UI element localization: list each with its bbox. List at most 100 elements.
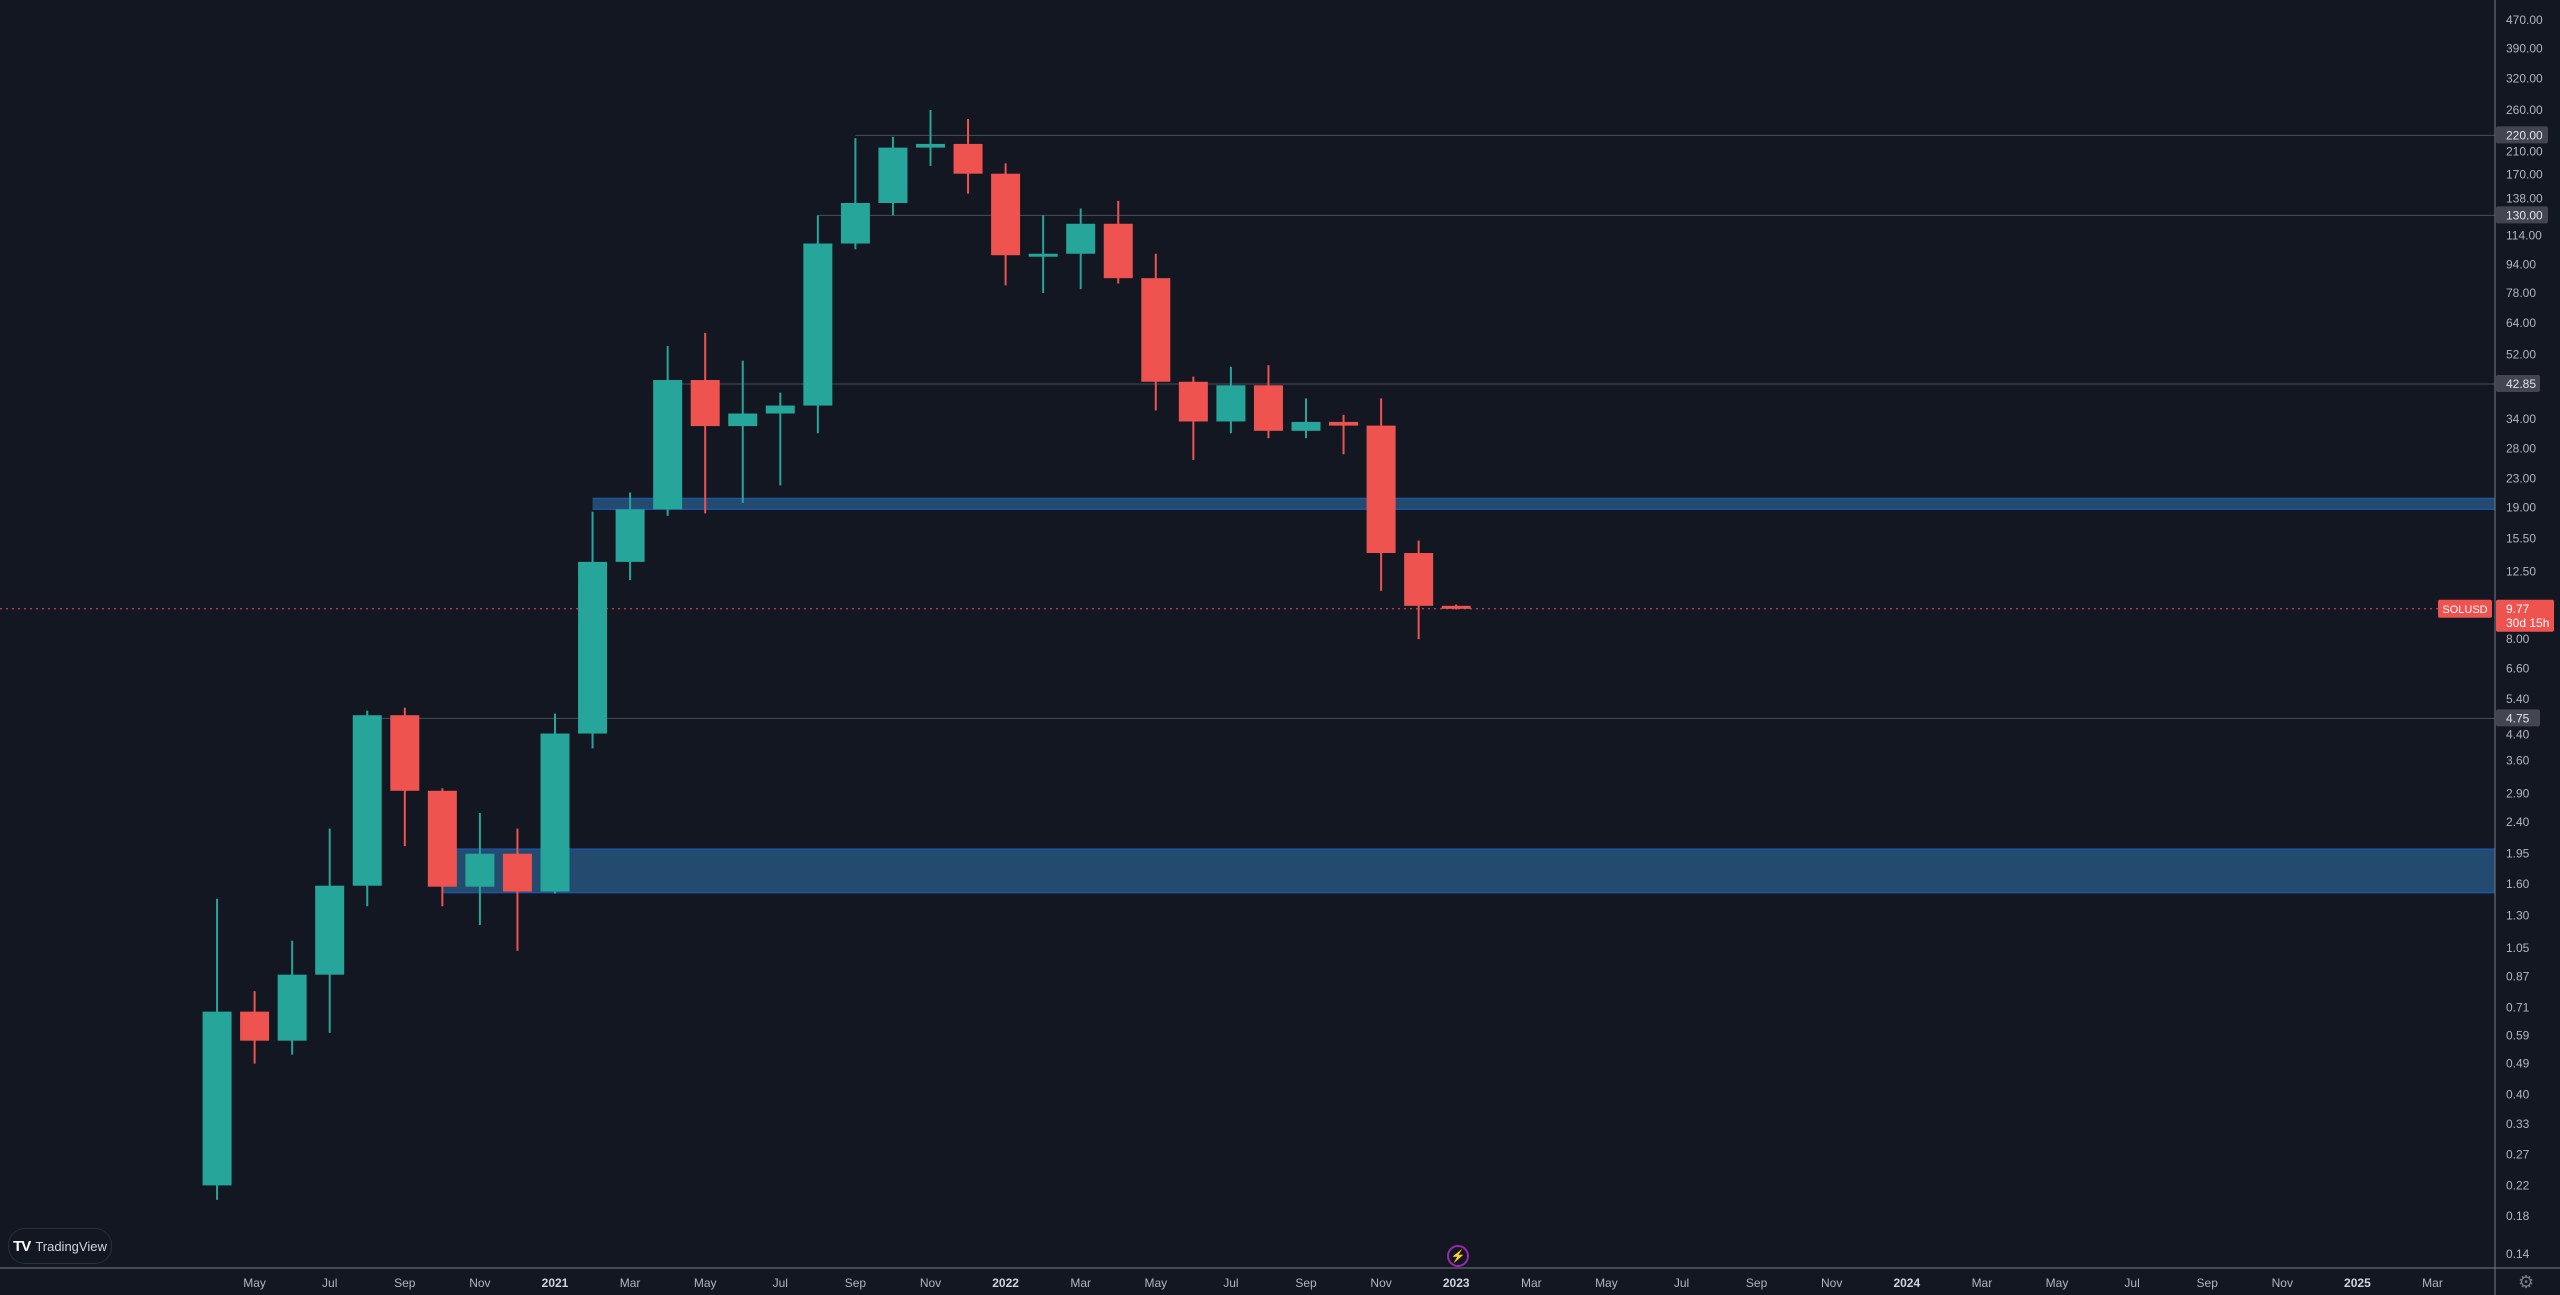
time-tick-label: Sep — [845, 1276, 867, 1290]
price-tick-label: 94.00 — [2506, 258, 2536, 272]
price-tick-label: 23.00 — [2506, 472, 2536, 486]
last-price-label: 9.77 — [2506, 602, 2530, 616]
price-tick-label: 2.40 — [2506, 815, 2530, 829]
price-tick-label: 19.00 — [2506, 501, 2536, 515]
price-tick-label: 12.50 — [2506, 564, 2536, 578]
candle-body — [991, 173, 1021, 256]
candle-body — [1178, 381, 1208, 422]
time-tick-label: 2025 — [2344, 1276, 2371, 1290]
time-tick-label: Mar — [620, 1276, 641, 1290]
logo-text: TradingView — [35, 1238, 107, 1254]
lightning-icon[interactable]: ⚡ — [1447, 1245, 1469, 1267]
time-tick-label: Jul — [1223, 1276, 1238, 1290]
bar-countdown-label: 30d 15h — [2506, 616, 2549, 630]
candle-body — [615, 509, 645, 562]
candle-body — [540, 733, 570, 892]
time-tick-label: Jul — [1674, 1276, 1689, 1290]
price-tick-label: 320.00 — [2506, 71, 2543, 85]
candle-body — [1441, 605, 1471, 609]
price-tick-label: 0.87 — [2506, 969, 2530, 983]
price-tick-label: 2.90 — [2506, 786, 2530, 800]
time-tick-label: Nov — [469, 1276, 490, 1290]
time-tick-label: 2022 — [992, 1276, 1019, 1290]
candle-body — [1141, 278, 1171, 382]
candle-body — [1366, 425, 1396, 554]
level-price-label: 4.75 — [2506, 711, 2530, 725]
time-tick-label: May — [1144, 1276, 1167, 1290]
price-tick-label: 0.49 — [2506, 1057, 2530, 1071]
time-tick-label: Jul — [2124, 1276, 2139, 1290]
price-tick-label: 5.40 — [2506, 692, 2530, 706]
price-tick-label: 0.33 — [2506, 1117, 2530, 1131]
time-tick-label: Sep — [1746, 1276, 1768, 1290]
level-price-label: 130.00 — [2506, 208, 2543, 222]
candle-body — [1103, 223, 1133, 279]
price-tick-label: 170.00 — [2506, 168, 2543, 182]
candle-body — [202, 1011, 232, 1186]
time-tick-label: Mar — [1972, 1276, 1993, 1290]
support-zone — [442, 849, 2495, 893]
price-tick-label: 64.00 — [2506, 316, 2536, 330]
last-price-badge — [2496, 599, 2554, 632]
price-tick-label: 1.30 — [2506, 908, 2530, 922]
candle-body — [1404, 553, 1434, 606]
time-tick-label: Sep — [394, 1276, 416, 1290]
candle-body — [240, 1011, 270, 1041]
price-tick-label: 114.00 — [2506, 228, 2542, 242]
time-tick-label: Mar — [2422, 1276, 2443, 1290]
level-price-badge — [2496, 206, 2548, 224]
time-axis — [0, 1268, 2495, 1295]
time-tick-label: Sep — [2197, 1276, 2219, 1290]
level-price-badge — [2496, 709, 2540, 727]
time-tick-label: 2021 — [542, 1276, 569, 1290]
candle-body — [653, 380, 683, 510]
price-tick-label: 470.00 — [2506, 13, 2543, 27]
candle-body — [390, 715, 420, 791]
time-tick-label: Nov — [1821, 1276, 1842, 1290]
time-tick-label: May — [2046, 1276, 2069, 1290]
price-tick-label: 0.22 — [2506, 1178, 2530, 1192]
price-tick-label: 0.59 — [2506, 1028, 2530, 1042]
candle-body — [953, 143, 983, 174]
candle-body — [1066, 223, 1096, 254]
price-tick-label: 1.95 — [2506, 847, 2530, 861]
time-tick-label: May — [694, 1276, 717, 1290]
candle-body — [578, 561, 608, 734]
candle-body — [277, 974, 307, 1041]
price-tick-label: 15.50 — [2506, 532, 2536, 546]
price-tick-label: 28.00 — [2506, 442, 2536, 456]
candle-body — [315, 885, 345, 975]
price-tick-label: 78.00 — [2506, 286, 2536, 300]
price-tick-label: 1.05 — [2506, 941, 2530, 955]
time-tick-label: Jul — [773, 1276, 788, 1290]
candle-body — [765, 405, 795, 414]
candle-body — [878, 147, 908, 204]
time-tick-label: Nov — [920, 1276, 941, 1290]
price-tick-label: 4.40 — [2506, 727, 2530, 741]
price-tick-label: 0.40 — [2506, 1088, 2530, 1102]
candle-body — [916, 143, 945, 148]
candle-body — [1028, 253, 1058, 257]
symbol-badge — [2438, 599, 2492, 618]
price-tick-label: 260.00 — [2506, 103, 2543, 117]
symbol-label: SOLUSD — [2442, 604, 2487, 616]
tradingview-logo[interactable]: TV TradingView — [8, 1228, 112, 1264]
level-price-label: 220.00 — [2506, 128, 2543, 142]
price-tick-label: 210.00 — [2506, 144, 2543, 158]
candle-body — [465, 853, 495, 887]
gear-icon[interactable]: ⚙ — [2518, 1272, 2535, 1292]
tradingview-mark-icon: TV — [13, 1237, 31, 1255]
price-tick-label: 0.27 — [2506, 1147, 2530, 1161]
candle-body — [502, 853, 532, 892]
price-tick-label: 0.18 — [2506, 1209, 2530, 1223]
time-tick-label: Sep — [1295, 1276, 1317, 1290]
level-price-badge — [2496, 126, 2548, 144]
time-tick-label: Mar — [1521, 1276, 1542, 1290]
time-tick-label: May — [243, 1276, 266, 1290]
time-tick-label: 2023 — [1443, 1276, 1470, 1290]
time-tick-label: Mar — [1070, 1276, 1091, 1290]
candle-body — [1329, 421, 1359, 426]
candle-body — [728, 413, 758, 427]
candle-body — [427, 790, 457, 887]
